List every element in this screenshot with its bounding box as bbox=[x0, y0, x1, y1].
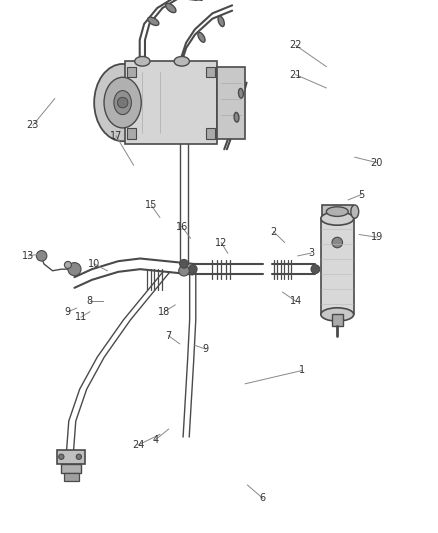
Text: 2: 2 bbox=[271, 227, 277, 237]
Ellipse shape bbox=[326, 207, 348, 216]
Circle shape bbox=[76, 454, 81, 459]
Text: 20: 20 bbox=[371, 158, 383, 167]
Bar bbox=[127, 67, 136, 77]
Text: 5: 5 bbox=[358, 190, 364, 199]
Text: 9: 9 bbox=[203, 344, 209, 354]
Ellipse shape bbox=[238, 88, 244, 98]
Bar bbox=[332, 314, 343, 326]
Text: 6: 6 bbox=[260, 494, 266, 503]
Circle shape bbox=[180, 260, 188, 268]
Ellipse shape bbox=[321, 308, 354, 321]
Bar bbox=[57, 450, 85, 464]
Text: 8: 8 bbox=[87, 296, 93, 306]
Text: 18: 18 bbox=[158, 307, 170, 317]
Bar bbox=[206, 128, 215, 139]
Ellipse shape bbox=[351, 205, 359, 219]
Circle shape bbox=[117, 98, 128, 108]
Circle shape bbox=[64, 261, 71, 269]
Bar bbox=[127, 128, 136, 139]
Text: 24: 24 bbox=[132, 440, 144, 450]
Text: 17: 17 bbox=[110, 131, 122, 141]
Ellipse shape bbox=[321, 212, 354, 225]
Bar bbox=[322, 205, 353, 219]
Text: 10: 10 bbox=[88, 259, 100, 269]
Ellipse shape bbox=[218, 16, 224, 27]
Ellipse shape bbox=[148, 17, 159, 26]
Bar bbox=[125, 61, 217, 144]
Text: 15: 15 bbox=[145, 200, 157, 210]
Text: 12: 12 bbox=[215, 238, 227, 247]
Circle shape bbox=[311, 265, 320, 273]
Ellipse shape bbox=[114, 91, 131, 115]
Text: 14: 14 bbox=[290, 296, 302, 306]
Text: 19: 19 bbox=[371, 232, 383, 242]
Circle shape bbox=[188, 265, 197, 273]
Text: 3: 3 bbox=[308, 248, 314, 258]
Bar bbox=[61, 464, 81, 473]
Ellipse shape bbox=[94, 64, 151, 141]
Text: 16: 16 bbox=[176, 222, 188, 231]
Circle shape bbox=[36, 251, 47, 261]
Bar bbox=[321, 219, 354, 314]
Text: 21: 21 bbox=[290, 70, 302, 79]
Text: 13: 13 bbox=[22, 251, 35, 261]
Ellipse shape bbox=[104, 77, 141, 128]
Text: 1: 1 bbox=[299, 366, 305, 375]
Text: 23: 23 bbox=[27, 120, 39, 130]
Bar bbox=[206, 67, 215, 77]
Ellipse shape bbox=[135, 56, 150, 66]
Circle shape bbox=[332, 237, 343, 248]
Circle shape bbox=[68, 263, 81, 276]
Ellipse shape bbox=[198, 33, 205, 42]
Text: 22: 22 bbox=[290, 41, 302, 50]
Text: 4: 4 bbox=[152, 435, 159, 445]
Circle shape bbox=[59, 454, 64, 459]
Text: 9: 9 bbox=[65, 307, 71, 317]
Ellipse shape bbox=[166, 3, 176, 13]
Circle shape bbox=[179, 265, 189, 276]
Ellipse shape bbox=[174, 56, 189, 66]
Bar bbox=[217, 67, 245, 139]
Text: 11: 11 bbox=[75, 312, 87, 322]
Bar bbox=[64, 473, 79, 481]
Text: 7: 7 bbox=[166, 331, 172, 341]
Ellipse shape bbox=[234, 112, 239, 122]
